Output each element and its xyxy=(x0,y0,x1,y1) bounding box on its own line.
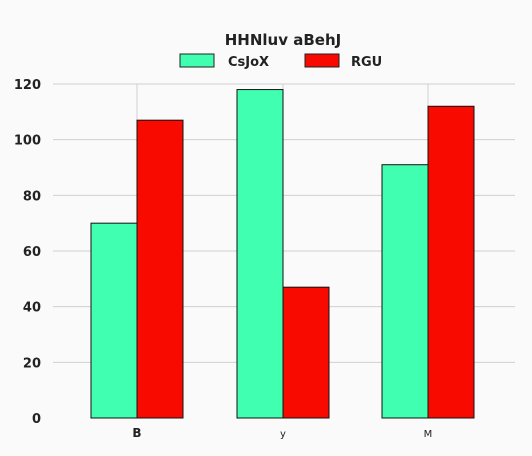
bar-2-2 xyxy=(282,286,330,419)
bar-2-1 xyxy=(136,119,184,419)
legend-label-series-1: CsJoX xyxy=(228,55,269,70)
bars xyxy=(90,89,475,419)
legend-swatch-series-2 xyxy=(304,53,340,68)
x-tick-label: y xyxy=(280,429,286,440)
y-tick-label: 120 xyxy=(14,78,41,93)
legend: CsJoX RGU xyxy=(179,53,382,70)
y-tick-label: 0 xyxy=(32,412,41,427)
x-tick-label: M xyxy=(424,429,433,440)
y-tick-label: 40 xyxy=(23,301,41,316)
y-tick-label: 60 xyxy=(23,245,41,260)
legend-swatch-series-1 xyxy=(179,53,215,68)
y-axis-ticks: 0 20 40 60 80 100 120 xyxy=(14,78,41,427)
y-tick-label: 100 xyxy=(14,134,41,149)
bar-1-2 xyxy=(236,89,284,419)
y-tick-label: 80 xyxy=(23,189,41,204)
bar-2-3 xyxy=(427,105,475,419)
bar-1-3 xyxy=(381,164,429,419)
bar-1-1 xyxy=(90,222,138,419)
legend-label-series-2: RGU xyxy=(351,55,382,70)
y-tick-label: 20 xyxy=(23,356,41,371)
chart-title: HHNluv aBehJ xyxy=(225,31,341,49)
x-tick-label: B xyxy=(132,426,141,440)
